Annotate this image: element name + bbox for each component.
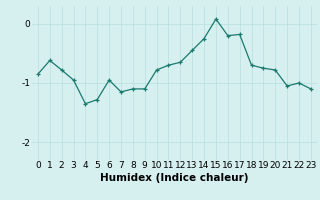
X-axis label: Humidex (Indice chaleur): Humidex (Indice chaleur)	[100, 173, 249, 183]
